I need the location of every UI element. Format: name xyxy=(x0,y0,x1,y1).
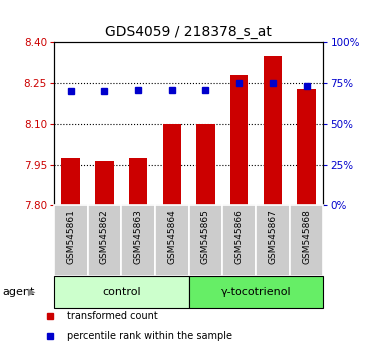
Text: GSM545862: GSM545862 xyxy=(100,209,109,264)
Bar xyxy=(88,205,121,276)
Bar xyxy=(162,124,181,205)
Bar xyxy=(54,276,189,308)
Title: GDS4059 / 218378_s_at: GDS4059 / 218378_s_at xyxy=(105,25,272,39)
Text: GSM545866: GSM545866 xyxy=(235,209,244,264)
Bar xyxy=(62,158,80,205)
Bar xyxy=(196,124,215,205)
Text: transformed count: transformed count xyxy=(67,310,157,321)
Bar xyxy=(230,75,248,205)
Text: GSM545868: GSM545868 xyxy=(302,209,311,264)
Bar xyxy=(256,205,290,276)
Bar xyxy=(155,205,189,276)
Bar xyxy=(189,205,223,276)
Text: agent: agent xyxy=(2,287,34,297)
Bar xyxy=(264,56,282,205)
Bar xyxy=(121,205,155,276)
Bar xyxy=(223,205,256,276)
Bar xyxy=(54,205,88,276)
Bar xyxy=(189,276,323,308)
Text: ▶: ▶ xyxy=(28,287,35,297)
Text: γ-tocotrienol: γ-tocotrienol xyxy=(221,287,291,297)
Bar xyxy=(95,161,114,205)
Text: GSM545861: GSM545861 xyxy=(66,209,75,264)
Text: control: control xyxy=(102,287,141,297)
Bar xyxy=(290,205,323,276)
Bar xyxy=(297,88,316,205)
Text: GSM545863: GSM545863 xyxy=(134,209,142,264)
Text: percentile rank within the sample: percentile rank within the sample xyxy=(67,331,231,341)
Text: GSM545865: GSM545865 xyxy=(201,209,210,264)
Bar xyxy=(129,158,147,205)
Text: GSM545864: GSM545864 xyxy=(167,209,176,264)
Text: GSM545867: GSM545867 xyxy=(268,209,277,264)
